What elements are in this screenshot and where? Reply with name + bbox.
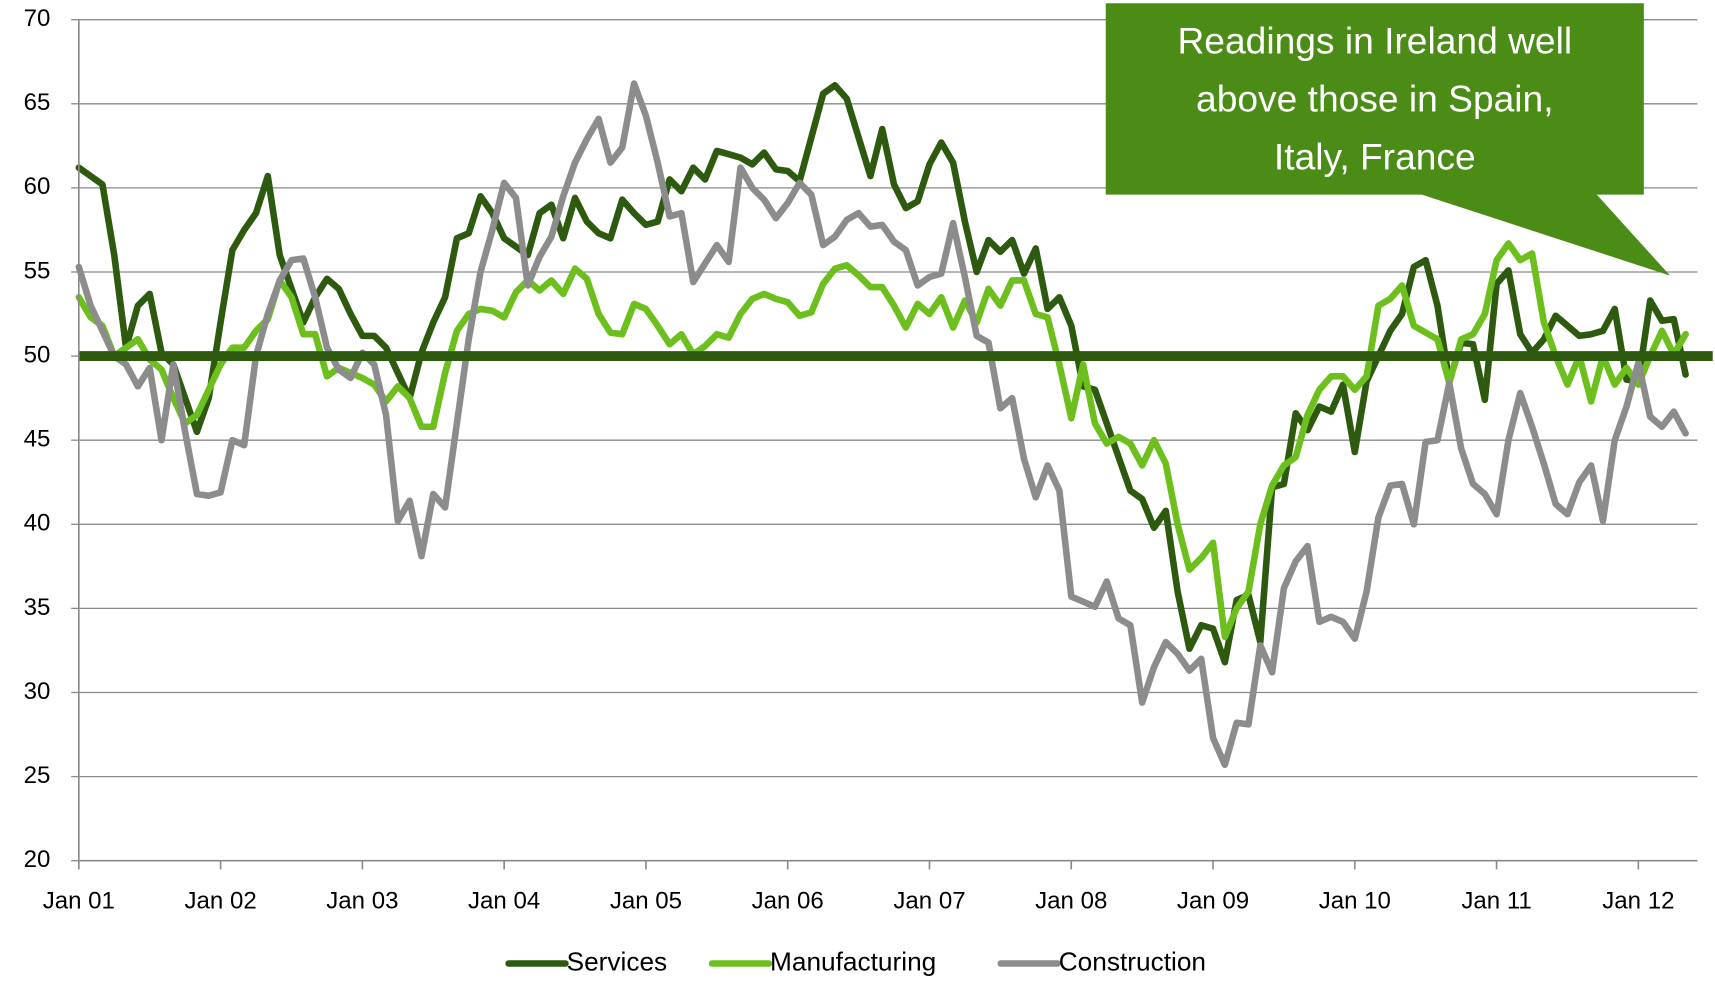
x-tick-label: Jan 03 (326, 888, 398, 915)
x-tick-label: Jan 08 (1035, 888, 1107, 915)
legend-label: Construction (1059, 946, 1206, 976)
x-tick-label: Jan 02 (184, 888, 256, 915)
callout: Readings in Ireland well above those in S… (1105, 3, 1671, 276)
x-tick-label: Jan 06 (752, 888, 824, 915)
callout-text: Readings in Ireland well (1177, 20, 1572, 62)
y-tick-label: 20 (24, 846, 51, 873)
lines (75, 80, 1713, 769)
y-tick-label: 70 (24, 5, 51, 32)
callout-text: above those in Spain, (1196, 78, 1554, 120)
x-tick-label: Jan 12 (1602, 888, 1674, 915)
y-tick-label: 60 (24, 173, 51, 200)
legend-label: Services (567, 946, 668, 976)
x-tick-label: Jan 01 (43, 888, 115, 915)
y-tick-label: 45 (24, 426, 51, 453)
x-tick-label: Jan 09 (1177, 888, 1249, 915)
legend: Services Manufacturing Construction (505, 946, 1206, 976)
y-tick-label: 35 (24, 594, 51, 621)
x-tick-label: Jan 04 (468, 888, 540, 915)
y-tick-label: 25 (24, 762, 51, 789)
x-tick-label: Jan 07 (893, 888, 965, 915)
y-tick-label: 40 (24, 510, 51, 537)
series-line (75, 80, 1689, 769)
series-line (75, 82, 1689, 666)
x-tick-label: Jan 11 (1461, 888, 1531, 915)
y-tick-label: 50 (24, 341, 51, 368)
legend-label: Manufacturing (770, 946, 936, 976)
y-tick-label: 65 (24, 89, 51, 116)
callout-box (1105, 3, 1671, 276)
x-tick-label: Jan 05 (610, 888, 682, 915)
y-tick-label: 55 (24, 257, 51, 284)
y-tick-label: 30 (24, 678, 51, 705)
x-tick-label: Jan 10 (1319, 888, 1391, 915)
callout-text: Italy, France (1274, 136, 1476, 178)
axes: 20 25 30 35 40 45 50 55 60 65 70 Jan 01 Jan 02 Jan 03… (24, 5, 1698, 915)
